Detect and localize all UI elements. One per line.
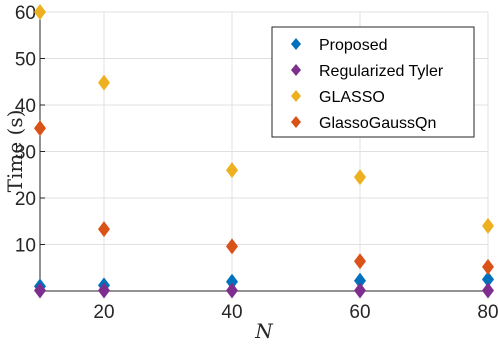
y-tick-label: 40: [15, 96, 36, 117]
data-point: [98, 221, 110, 238]
series-regularized-tyler: [34, 282, 494, 299]
y-tick-label: 60: [15, 3, 36, 24]
legend-marker: [291, 116, 301, 128]
data-point: [354, 282, 366, 299]
data-point: [34, 282, 46, 299]
data-point: [34, 4, 46, 20]
y-tick-label: 30: [15, 143, 36, 164]
y-axis-label: Time (s): [3, 110, 27, 193]
y-tick-label: 50: [15, 50, 36, 71]
legend-marker: [291, 90, 301, 102]
x-tick-label: 40: [221, 302, 242, 323]
series-glasso: [34, 4, 494, 234]
x-axis-label: N: [254, 319, 274, 343]
grid-lines: [40, 11, 489, 291]
x-tick-label: 20: [93, 302, 114, 323]
data-point: [98, 282, 110, 299]
legend-label: GLASSO: [319, 89, 385, 106]
legend-marker: [291, 64, 301, 76]
data-point: [34, 120, 46, 137]
legend: Proposed Regularized Tyler GLASSO GlassoGau…: [271, 26, 475, 138]
data-point: [98, 74, 110, 91]
data-point: [226, 273, 238, 290]
y-tick-label: 20: [15, 189, 36, 210]
y-tick-labels: 10 20 30 40 50 60: [15, 3, 36, 257]
data-point: [226, 162, 238, 179]
x-tick-label: 60: [349, 302, 370, 323]
data-point: [354, 253, 366, 270]
series-glassogaussqn: [34, 120, 494, 275]
legend-marker: [291, 38, 301, 50]
axes: [39, 11, 489, 292]
data-point: [482, 282, 494, 299]
data-markers: [34, 4, 494, 299]
legend-label: Proposed: [319, 37, 388, 54]
data-point: [226, 238, 238, 255]
legend-label: Regularized Tyler: [319, 63, 444, 80]
data-point: [482, 217, 494, 234]
y-tick-label: 10: [15, 236, 36, 257]
x-tick-label: 80: [477, 302, 498, 323]
data-point: [482, 258, 494, 275]
data-point: [354, 169, 366, 186]
data-point: [226, 282, 238, 299]
data-point: [482, 271, 494, 288]
x-tick-labels: 20 40 60 80: [93, 302, 498, 323]
data-point: [354, 272, 366, 289]
legend-label: GlassoGaussQn: [319, 115, 436, 132]
legend-box: [271, 26, 475, 138]
